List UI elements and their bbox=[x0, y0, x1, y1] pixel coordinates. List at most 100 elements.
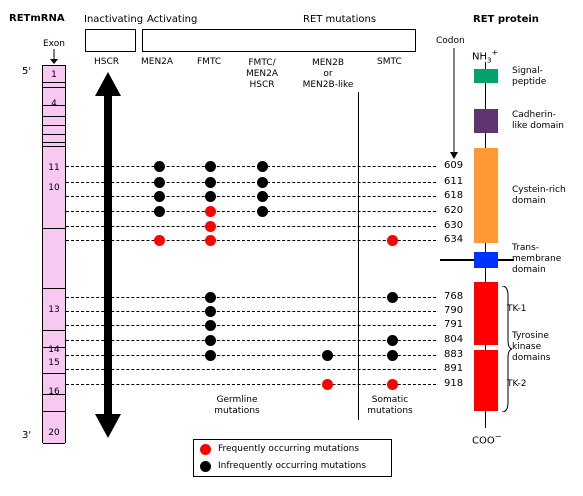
ret-mutations-header: RET mutations bbox=[303, 14, 377, 25]
exon-number: 11 bbox=[48, 163, 60, 173]
col-men2b-line3: MEN2B-like bbox=[302, 80, 354, 90]
mutation-dot-infrequent bbox=[386, 349, 398, 361]
exon-number: 13 bbox=[48, 305, 60, 315]
exon-segment bbox=[43, 83, 65, 88]
codon-number: 918 bbox=[444, 378, 464, 389]
cystein-rich-label: Cystein-rich domain bbox=[512, 185, 566, 207]
mutation-dot-infrequent bbox=[204, 305, 216, 317]
codon-number: 790 bbox=[444, 305, 464, 316]
nh3-sup: + bbox=[491, 48, 499, 57]
codon-dashed-line bbox=[66, 355, 436, 356]
mutation-dot-infrequent bbox=[204, 319, 216, 331]
legend-box: Frequently occurring mutations Infrequen… bbox=[193, 439, 392, 477]
col-fmtc-men2a-hscr: FMTC/ MEN2A HSCR bbox=[240, 58, 284, 91]
codon-number: 611 bbox=[444, 176, 464, 187]
mutation-dot-infrequent bbox=[256, 205, 268, 217]
exon-segment: 11 bbox=[43, 147, 65, 229]
mutation-dot-infrequent bbox=[204, 349, 216, 361]
tk2-domain bbox=[474, 350, 498, 411]
mutation-dot-infrequent bbox=[153, 190, 165, 202]
mutation-dot-infrequent bbox=[256, 160, 268, 172]
nh3-sub: 3 bbox=[487, 56, 492, 65]
exon-number: 15 bbox=[48, 358, 60, 368]
coo-sup: − bbox=[494, 432, 502, 441]
codon-dashed-line bbox=[66, 226, 436, 227]
inactivating-box bbox=[85, 29, 136, 52]
dl-0-1: peptide bbox=[512, 77, 547, 87]
mutation-dot-infrequent bbox=[204, 160, 216, 172]
dl-5-2: domains bbox=[512, 353, 551, 363]
exon-segment: 20 bbox=[43, 412, 65, 444]
exon-number: 4 bbox=[51, 99, 57, 109]
col-fmtc: FMTC bbox=[197, 57, 222, 67]
tk1-label: TK-1 bbox=[507, 304, 527, 314]
codon-label: Codon bbox=[436, 36, 465, 46]
codon-number: 618 bbox=[444, 190, 464, 201]
dl-5-1: kinase bbox=[512, 342, 542, 352]
col-fmtc-line3: HSCR bbox=[249, 80, 275, 90]
cadherin-label: Cadherin- like domain bbox=[512, 110, 564, 132]
exon-segment: 1 bbox=[43, 66, 65, 83]
coo-text: COO bbox=[472, 435, 495, 447]
signal-peptide-label: Signal- peptide bbox=[512, 66, 546, 88]
transmembrane-domain bbox=[474, 252, 498, 268]
mutation-dot-infrequent bbox=[153, 160, 165, 172]
nh3-label: NH3+ bbox=[472, 49, 498, 64]
mutation-dot-infrequent bbox=[256, 176, 268, 188]
codon-dashed-line bbox=[66, 240, 436, 241]
kinase-brace-icon bbox=[501, 286, 512, 412]
col-fmtc-line1: FMTC/ bbox=[248, 58, 276, 68]
mutation-dot-infrequent bbox=[386, 334, 398, 346]
exon-segment: 4 bbox=[43, 88, 65, 109]
dl-3-1: membrane bbox=[512, 254, 562, 264]
mutation-dot-infrequent bbox=[204, 176, 216, 188]
codon-dashed-line bbox=[66, 297, 436, 298]
dl-2-0: Cystein-rich bbox=[512, 185, 566, 195]
retmrna-title: RETmRNA bbox=[9, 13, 65, 24]
col-smtc: SMTC bbox=[377, 57, 402, 67]
dl-0-0: Signal- bbox=[512, 66, 543, 76]
dl-2-1: domain bbox=[512, 196, 546, 206]
exon-number: 16 bbox=[48, 387, 60, 397]
codon-dashed-line bbox=[66, 211, 436, 212]
exon-segment bbox=[43, 229, 65, 289]
mutation-dot-frequent bbox=[204, 205, 216, 217]
exon-segment bbox=[43, 126, 65, 135]
mutation-dot-infrequent bbox=[386, 291, 398, 303]
codon-dashed-line bbox=[66, 311, 436, 312]
legend-infrequent-label: Infrequently occurring mutations bbox=[218, 461, 367, 471]
protein-backbone bbox=[485, 62, 486, 428]
germline-mutations-label: Germline mutations bbox=[204, 395, 270, 417]
col-hscr: HSCR bbox=[94, 57, 120, 67]
codon-number: 883 bbox=[444, 349, 464, 360]
nh3-text: NH bbox=[472, 51, 487, 63]
exon-segment bbox=[43, 395, 65, 412]
exon-segment: 13 bbox=[43, 289, 65, 331]
codon-dashed-line bbox=[66, 325, 436, 326]
codon-dashed-line bbox=[66, 384, 436, 385]
mutation-dot-frequent bbox=[386, 234, 398, 246]
coo-label: COO− bbox=[472, 433, 501, 446]
five-prime-label: 5' bbox=[22, 66, 32, 77]
exon-segment bbox=[43, 106, 65, 117]
three-prime-label: 3' bbox=[22, 430, 32, 441]
mutation-dot-frequent bbox=[153, 234, 165, 246]
dl-1-0: Cadherin- bbox=[512, 110, 556, 120]
codon-dashed-line bbox=[66, 196, 436, 197]
mutation-dot-frequent bbox=[204, 234, 216, 246]
col-men2b: MEN2B or MEN2B-like bbox=[296, 58, 360, 91]
codon-number: 804 bbox=[444, 334, 464, 345]
mutation-dot-infrequent bbox=[153, 176, 165, 188]
legend-frequent-label: Frequently occurring mutations bbox=[218, 444, 360, 454]
inactivating-header: Inactivating bbox=[84, 14, 144, 25]
mutation-dot-infrequent bbox=[321, 349, 333, 361]
mutation-dot-infrequent bbox=[204, 334, 216, 346]
codon-number: 630 bbox=[444, 220, 464, 231]
dl-5-0: Tyrosine bbox=[512, 331, 549, 341]
exon-segment bbox=[43, 117, 65, 126]
tyrosine-kinase-label: Tyrosine kinase domains bbox=[512, 331, 550, 364]
exon-number: 20 bbox=[48, 428, 60, 438]
col-fmtc-line2: MEN2A bbox=[245, 69, 279, 79]
codon-number: 791 bbox=[444, 319, 464, 330]
codon-dashed-line bbox=[66, 166, 436, 167]
